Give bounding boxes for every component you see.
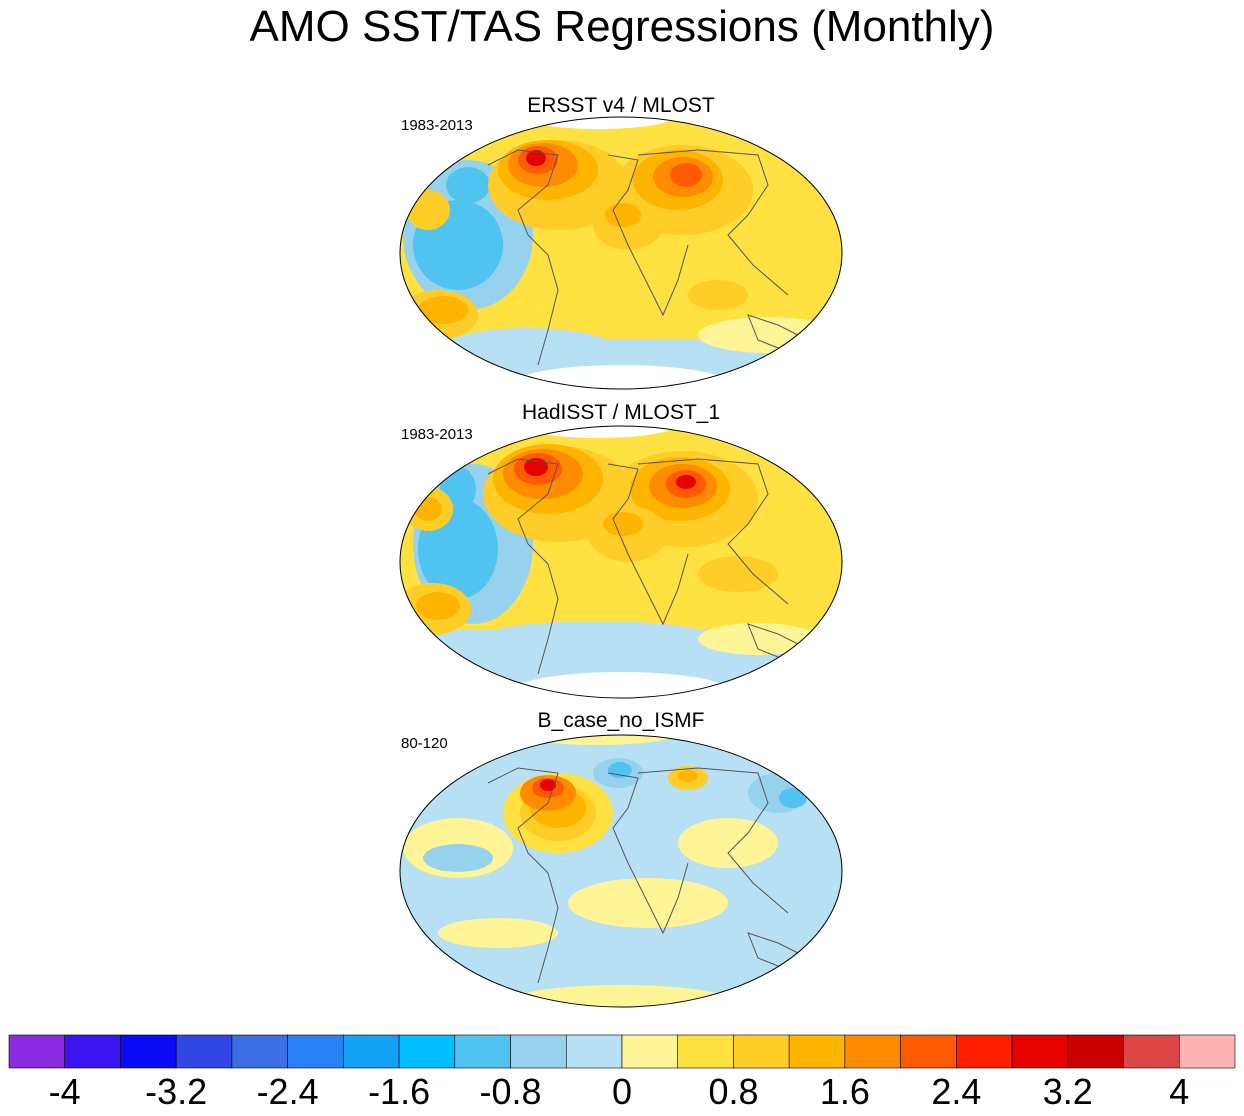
panel-3-period: 80-120 bbox=[401, 735, 448, 752]
colorbar-box-2 bbox=[120, 1034, 177, 1069]
panel-2-map bbox=[399, 425, 843, 699]
panel-1-map bbox=[399, 116, 843, 390]
panel-2-title: HadISST / MLOST_1 bbox=[521, 401, 721, 424]
colorbar-box-1 bbox=[64, 1034, 121, 1069]
colorbar-box-15 bbox=[844, 1034, 901, 1069]
colorbar-box-19 bbox=[1067, 1034, 1124, 1069]
colorbar-box-0 bbox=[8, 1034, 66, 1069]
colorbar-box-16 bbox=[900, 1034, 957, 1069]
panel-3-title: B_case_no_ISMF bbox=[537, 709, 705, 732]
colorbar-box-18 bbox=[1011, 1034, 1069, 1069]
colorbar bbox=[8, 1034, 1236, 1069]
colorbar-box-21 bbox=[1178, 1034, 1236, 1069]
colorbar-label: -1.6 bbox=[368, 1071, 431, 1112]
colorbar-box-3 bbox=[175, 1034, 233, 1069]
colorbar-box-4 bbox=[231, 1034, 288, 1069]
colorbar-box-17 bbox=[956, 1034, 1013, 1069]
panel-1-period: 1983-2013 bbox=[401, 117, 473, 134]
colorbar-box-11 bbox=[621, 1034, 679, 1069]
panel-2-period: 1983-2013 bbox=[401, 426, 473, 443]
colorbar-label: -3.2 bbox=[145, 1071, 208, 1112]
colorbar-box-8 bbox=[454, 1034, 511, 1069]
colorbar-label: 1.6 bbox=[819, 1071, 870, 1112]
colorbar-box-7 bbox=[398, 1034, 456, 1069]
colorbar-box-5 bbox=[287, 1034, 344, 1069]
colorbar-box-20 bbox=[1123, 1034, 1180, 1069]
panel-3-map bbox=[399, 734, 843, 1008]
colorbar-label: -4 bbox=[48, 1071, 81, 1112]
panel-1-title: ERSST v4 / MLOST bbox=[527, 94, 715, 117]
colorbar-box-6 bbox=[343, 1034, 400, 1069]
colorbar-label: 0.8 bbox=[708, 1071, 759, 1112]
colorbar-label: 2.4 bbox=[931, 1071, 982, 1112]
colorbar-label: 0 bbox=[611, 1071, 633, 1112]
colorbar-box-13 bbox=[733, 1034, 790, 1069]
colorbar-label: 3.2 bbox=[1042, 1071, 1093, 1112]
colorbar-label: -2.4 bbox=[256, 1071, 319, 1112]
colorbar-label: 4 bbox=[1169, 1071, 1190, 1112]
colorbar-box-9 bbox=[510, 1034, 567, 1069]
figure-title: AMO SST/TAS Regressions (Monthly) bbox=[249, 2, 995, 51]
colorbar-label: -0.8 bbox=[479, 1071, 542, 1112]
colorbar-box-12 bbox=[677, 1034, 734, 1069]
colorbar-box-10 bbox=[565, 1034, 623, 1069]
colorbar-box-14 bbox=[788, 1034, 846, 1069]
